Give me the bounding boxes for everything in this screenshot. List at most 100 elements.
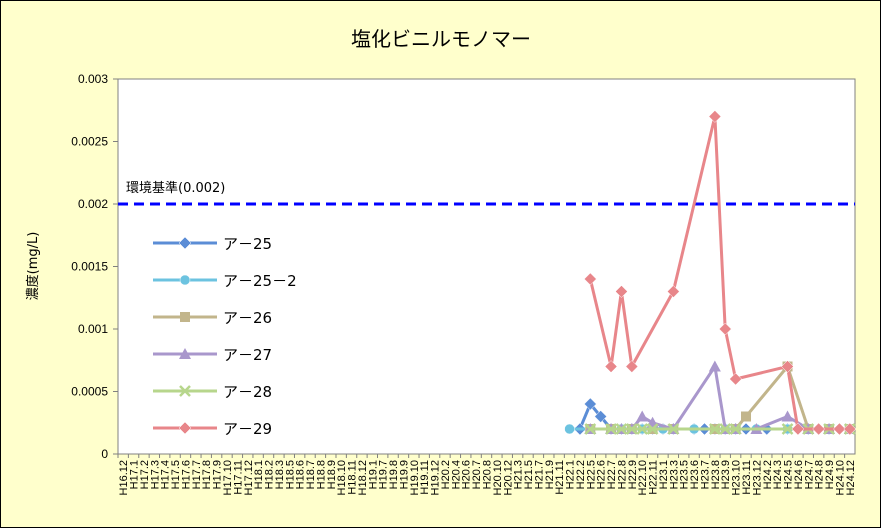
- legend-marker: [178, 236, 192, 250]
- data-point: [781, 360, 794, 373]
- y-tick-label: 0.0025: [71, 135, 108, 149]
- x-tick-label: H23.10: [731, 460, 743, 495]
- x-tick-label: H23.7: [699, 460, 711, 489]
- x-tick-label: H24.7: [803, 460, 815, 489]
- data-point: [781, 410, 794, 422]
- data-point: [719, 423, 732, 435]
- y-tick-label: 0.002: [78, 197, 108, 211]
- data-point: [636, 423, 649, 435]
- x-tick-label: H17.8: [201, 460, 213, 489]
- x-tick-label: H23.5: [679, 460, 691, 489]
- y-tick-label: 0.0015: [71, 260, 108, 274]
- legend-label: ア－28: [223, 383, 272, 401]
- x-tick-label: H19.11: [419, 460, 431, 495]
- legend-marker: [180, 312, 190, 322]
- x-tick-label: H17.7: [191, 460, 203, 489]
- data-point: [708, 423, 721, 435]
- x-tick-label: H19.9: [398, 460, 410, 489]
- data-point: [718, 322, 732, 336]
- data-point: [708, 110, 722, 123]
- legend-marker: [178, 421, 192, 435]
- x-tick-label: H23.9: [720, 460, 732, 489]
- data-point: [666, 285, 680, 298]
- x-tick-label: H24.8: [814, 460, 826, 489]
- data-point: [791, 422, 805, 436]
- x-tick-label: H22.11: [648, 460, 660, 495]
- data-point: [625, 360, 639, 373]
- data-point: [584, 423, 597, 435]
- x-tick-label: H22.5: [585, 460, 597, 489]
- x-tick-label: H19.1: [367, 460, 379, 489]
- x-tick-label: H18.9: [326, 460, 338, 489]
- data-point: [741, 411, 752, 422]
- legend-label: ア－25: [223, 235, 272, 253]
- data-point: [615, 423, 628, 435]
- x-tick-label: H17.3: [149, 460, 161, 489]
- x-tick-label: H24.2: [762, 460, 774, 489]
- data-point: [708, 360, 721, 372]
- x-tick-label: H17.4: [160, 460, 172, 489]
- x-tick-label: H20.8: [482, 460, 494, 489]
- reference-line-group: 環境基準(0.002): [118, 180, 855, 206]
- data-point: [583, 397, 597, 411]
- x-tick-label: H18.7: [305, 460, 317, 489]
- legend-item: ア－27: [153, 346, 272, 364]
- data-point: [583, 272, 597, 286]
- x-tick-label: H22.8: [616, 460, 628, 489]
- x-tick-label: H21.5: [523, 460, 535, 489]
- x-tick-label: H18.12: [357, 460, 369, 495]
- x-tick-label: H17.9: [212, 460, 224, 489]
- data-point: [833, 422, 846, 436]
- x-tick-label: H16.12: [118, 460, 130, 495]
- y-tick-label: 0.003: [78, 72, 108, 86]
- series-6: [583, 110, 857, 436]
- data-point: [812, 422, 826, 436]
- x-tick-label: H24.5: [783, 460, 795, 489]
- data-point: [564, 423, 575, 435]
- x-tick-label: H19.7: [378, 460, 390, 489]
- x-tick-label: H18.8: [315, 460, 327, 489]
- x-tick-label: H21.3: [513, 460, 525, 489]
- data-point: [615, 285, 628, 298]
- data-point: [594, 410, 608, 423]
- x-tick-label: H19.12: [430, 460, 442, 495]
- y-axis-label: 濃度(mg/L): [25, 232, 41, 301]
- chart-title: 塩化ビニルモノマー: [351, 27, 531, 51]
- plot-area: [117, 78, 856, 455]
- legend-item: ア－29: [153, 420, 272, 438]
- legend: ア－25 ア－25－2 ア－26 ア－27 ア－28 ア－29: [153, 235, 297, 438]
- x-tick-label: H18.10: [336, 460, 348, 495]
- x-tick-label: H22.2: [575, 460, 587, 489]
- reference-line-label: 環境基準(0.002): [126, 180, 225, 196]
- legend-marker: [179, 348, 191, 359]
- data-point: [843, 422, 857, 436]
- data-point: [605, 423, 617, 435]
- data-point: [646, 423, 659, 435]
- legend-item: ア－25－2: [153, 272, 297, 290]
- x-tick-label: H17.6: [180, 460, 192, 489]
- x-tick-label: H19.8: [388, 460, 400, 489]
- x-tick-label: H17.10: [222, 460, 234, 495]
- legend-label: ア－29: [223, 420, 272, 438]
- x-tick-label: H20.10: [492, 460, 504, 495]
- x-tick-label: H18.5: [284, 460, 296, 489]
- x-tick-label: H23.8: [710, 460, 722, 489]
- legend-item: ア－26: [153, 309, 272, 327]
- legend-label: ア－25－2: [223, 272, 297, 290]
- x-tick-label: H22.10: [637, 460, 649, 495]
- data-point: [667, 423, 680, 435]
- data-point: [781, 423, 794, 435]
- x-tick-label: H18.2: [264, 460, 276, 489]
- legend-marker: [179, 274, 191, 286]
- data-point: [729, 372, 742, 386]
- x-tick-label: H23.3: [668, 460, 680, 489]
- x-tick-label: H24.10: [834, 460, 846, 495]
- x-tick-label: H20.7: [471, 460, 483, 489]
- x-tick-label: H22.9: [627, 460, 639, 489]
- y-tick-label: 0: [101, 447, 108, 461]
- x-tick-label: H23.12: [751, 460, 763, 495]
- x-tick-label: H24.9: [824, 460, 836, 489]
- y-tick-label: 0.001: [78, 322, 108, 336]
- x-tick-label: H18.3: [274, 460, 286, 489]
